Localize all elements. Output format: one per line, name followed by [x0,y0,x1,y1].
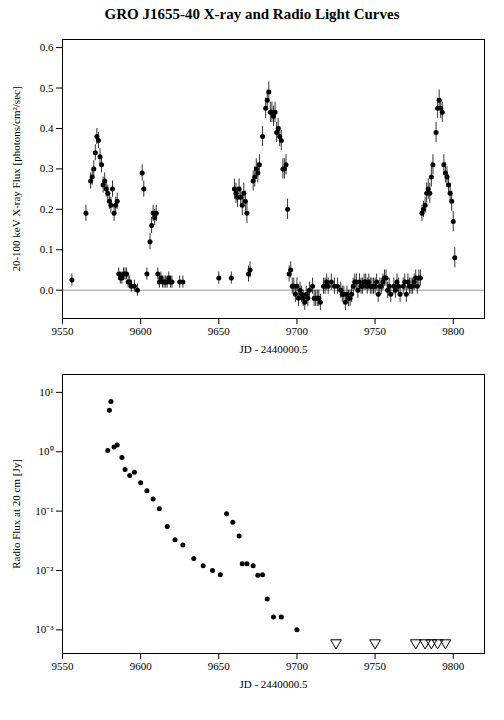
svg-text:JD - 2440000.5: JD - 2440000.5 [239,343,308,355]
svg-text:0.0: 0.0 [40,284,54,296]
svg-text:9550: 9550 [52,325,75,337]
svg-text:10⁻²: 10⁻² [35,564,54,576]
svg-text:9750: 9750 [364,325,387,337]
svg-text:10⁻³: 10⁻³ [35,623,54,635]
svg-text:9700: 9700 [286,660,309,672]
svg-text:9700: 9700 [286,325,309,337]
svg-text:0.3: 0.3 [40,162,54,174]
svg-text:0.4: 0.4 [40,122,54,134]
svg-text:9800: 9800 [442,660,465,672]
svg-text:9800: 9800 [442,325,465,337]
svg-text:Radio Flux at 20 cm [Jy]: Radio Flux at 20 cm [Jy] [10,459,22,569]
svg-text:10⁰: 10⁰ [39,445,54,457]
svg-text:9650: 9650 [208,325,231,337]
svg-text:10⁻¹: 10⁻¹ [35,505,53,517]
svg-text:9600: 9600 [130,325,153,337]
svg-text:JD - 2440000.5: JD - 2440000.5 [239,678,308,690]
svg-text:0.2: 0.2 [40,203,54,215]
svg-text:0.6: 0.6 [40,41,54,53]
svg-text:9550: 9550 [52,660,75,672]
svg-text:0.5: 0.5 [40,82,54,94]
svg-text:20-100 keV X-ray Flux [photons: 20-100 keV X-ray Flux [photons/cm²/sec] [10,86,22,271]
svg-text:9600: 9600 [130,660,153,672]
svg-text:0.1: 0.1 [40,243,54,255]
svg-text:10¹: 10¹ [39,386,53,398]
svg-text:9650: 9650 [208,660,231,672]
html-text:GRO J1655-40 X-ray and Radio L: GRO J1655-40 X-ray and Radio Light Curve… [104,6,400,22]
svg-text:9750: 9750 [364,660,387,672]
